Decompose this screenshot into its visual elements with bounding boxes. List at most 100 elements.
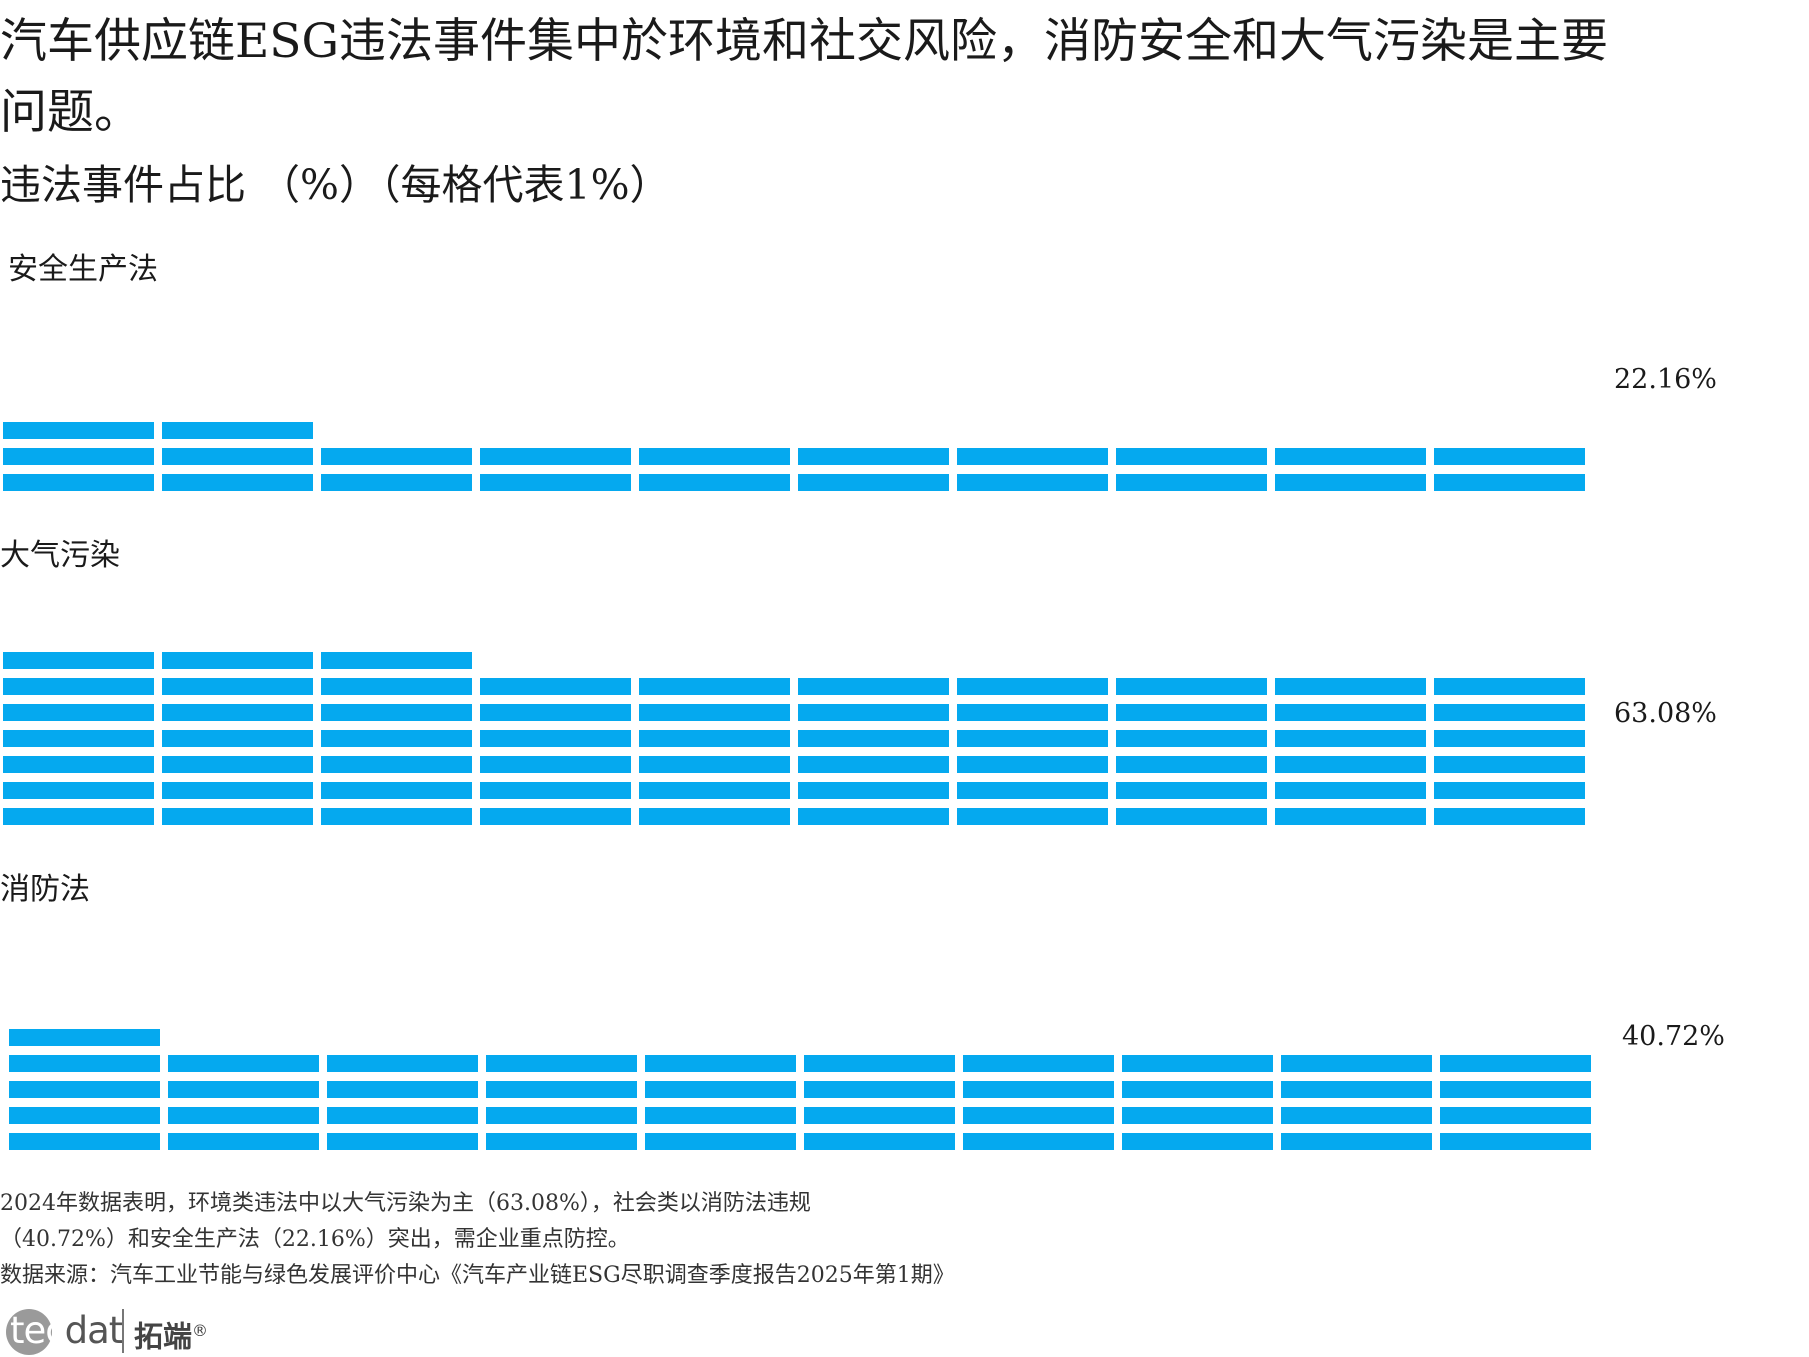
waffle-cell-fire bbox=[9, 1081, 160, 1098]
waffle-cell-air bbox=[1434, 730, 1585, 747]
waffle-cell-safety bbox=[162, 448, 313, 465]
note-line-1: 2024年数据表明，环境类违法中以大气污染为主（63.08%），社会类以消防法违… bbox=[0, 1191, 811, 1216]
waffle-cell-air bbox=[162, 782, 313, 799]
waffle-cell-safety bbox=[798, 448, 949, 465]
waffle-cell-safety bbox=[1434, 448, 1585, 465]
waffle-cell-safety bbox=[1434, 474, 1585, 491]
waffle-cell-air bbox=[1275, 756, 1426, 773]
logo-chinese: 拓端® bbox=[134, 1319, 209, 1354]
value-label-safety: 22.16% bbox=[1614, 364, 1717, 395]
waffle-cell-safety bbox=[3, 422, 154, 439]
waffle-cell-fire bbox=[327, 1081, 478, 1098]
waffle-cell-fire bbox=[1122, 1133, 1273, 1150]
waffle-cell-safety bbox=[480, 474, 631, 491]
waffle-cell-fire bbox=[9, 1133, 160, 1150]
waffle-cell-fire bbox=[327, 1055, 478, 1072]
waffle-cell-fire bbox=[804, 1107, 955, 1124]
waffle-cell-air bbox=[1434, 704, 1585, 721]
waffle-cell-air bbox=[3, 652, 154, 669]
waffle-cell-safety bbox=[162, 474, 313, 491]
waffle-cell-fire bbox=[645, 1107, 796, 1124]
waffle-cell-fire bbox=[486, 1081, 637, 1098]
waffle-cell-fire bbox=[168, 1133, 319, 1150]
waffle-cell-air bbox=[1275, 704, 1426, 721]
waffle-cell-air bbox=[162, 756, 313, 773]
waffle-cell-air bbox=[798, 678, 949, 695]
waffle-cell-safety bbox=[321, 474, 472, 491]
waffle-cell-air bbox=[798, 704, 949, 721]
waffle-cell-air bbox=[798, 756, 949, 773]
waffle-cell-fire bbox=[645, 1133, 796, 1150]
waffle-cell-air bbox=[1434, 782, 1585, 799]
waffle-cell-fire bbox=[327, 1133, 478, 1150]
waffle-cell-air bbox=[162, 730, 313, 747]
chart-subtitle: 违法事件占比 （%）（每格代表1%） bbox=[0, 161, 671, 209]
waffle-cell-air bbox=[798, 730, 949, 747]
waffle-cell-fire bbox=[327, 1107, 478, 1124]
waffle-cell-safety bbox=[1116, 448, 1267, 465]
waffle-cell-air bbox=[639, 808, 790, 825]
waffle-cell-fire bbox=[963, 1055, 1114, 1072]
waffle-cell-air bbox=[1275, 782, 1426, 799]
waffle-cell-air bbox=[1434, 756, 1585, 773]
waffle-cell-fire bbox=[804, 1133, 955, 1150]
waffle-cell-air bbox=[798, 808, 949, 825]
waffle-cell-air bbox=[639, 678, 790, 695]
waffle-cell-fire bbox=[1122, 1081, 1273, 1098]
waffle-cell-fire bbox=[804, 1081, 955, 1098]
waffle-cell-fire bbox=[1281, 1055, 1432, 1072]
waffle-cell-fire bbox=[168, 1107, 319, 1124]
waffle-cell-air bbox=[321, 704, 472, 721]
waffle-cell-air bbox=[1116, 782, 1267, 799]
waffle-cell-air bbox=[1116, 704, 1267, 721]
waffle-cell-safety bbox=[1275, 474, 1426, 491]
waffle-cell-air bbox=[480, 678, 631, 695]
waffle-cell-fire bbox=[1281, 1081, 1432, 1098]
waffle-cell-air bbox=[3, 756, 154, 773]
waffle-cell-safety bbox=[480, 448, 631, 465]
waffle-cell-air bbox=[480, 704, 631, 721]
waffle-cell-air bbox=[3, 808, 154, 825]
waffle-cell-fire bbox=[1440, 1055, 1591, 1072]
waffle-cell-fire bbox=[1122, 1055, 1273, 1072]
waffle-cell-air bbox=[639, 756, 790, 773]
waffle-cell-fire bbox=[9, 1055, 160, 1072]
waffle-cell-air bbox=[957, 756, 1108, 773]
tecdat-logo: tecdat 拓端® bbox=[6, 1305, 226, 1357]
waffle-cell-fire bbox=[1281, 1133, 1432, 1150]
waffle-cell-air bbox=[1116, 808, 1267, 825]
waffle-cell-air bbox=[1275, 730, 1426, 747]
waffle-cell-fire bbox=[486, 1133, 637, 1150]
waffle-cell-air bbox=[480, 808, 631, 825]
waffle-cell-air bbox=[1434, 808, 1585, 825]
waffle-cell-air bbox=[321, 756, 472, 773]
waffle-cell-air bbox=[321, 652, 472, 669]
waffle-cell-air bbox=[3, 704, 154, 721]
waffle-cell-air bbox=[639, 704, 790, 721]
note-line-2: （40.72%）和安全生产法（22.16%）突出，需企业重点防控。 bbox=[0, 1227, 630, 1252]
waffle-cell-air bbox=[1116, 730, 1267, 747]
logo-wordmark: tecdat bbox=[10, 1309, 123, 1352]
waffle-cell-safety bbox=[162, 422, 313, 439]
waffle-cell-fire bbox=[804, 1055, 955, 1072]
waffle-cell-air bbox=[321, 678, 472, 695]
waffle-cell-air bbox=[3, 782, 154, 799]
waffle-cell-air bbox=[480, 782, 631, 799]
waffle-cell-fire bbox=[1440, 1107, 1591, 1124]
waffle-cell-safety bbox=[957, 474, 1108, 491]
waffle-cell-air bbox=[321, 730, 472, 747]
waffle-cell-air bbox=[957, 808, 1108, 825]
value-label-air: 63.08% bbox=[1614, 698, 1717, 729]
waffle-cell-air bbox=[639, 730, 790, 747]
waffle-cell-fire bbox=[1281, 1107, 1432, 1124]
waffle-cell-air bbox=[639, 782, 790, 799]
waffle-cell-fire bbox=[963, 1081, 1114, 1098]
panel-label-air: 大气污染 bbox=[0, 538, 120, 573]
waffle-cell-fire bbox=[645, 1055, 796, 1072]
waffle-cell-air bbox=[1116, 756, 1267, 773]
waffle-cell-safety bbox=[3, 448, 154, 465]
waffle-cell-safety bbox=[639, 448, 790, 465]
waffle-cell-air bbox=[321, 808, 472, 825]
waffle-cell-safety bbox=[1275, 448, 1426, 465]
